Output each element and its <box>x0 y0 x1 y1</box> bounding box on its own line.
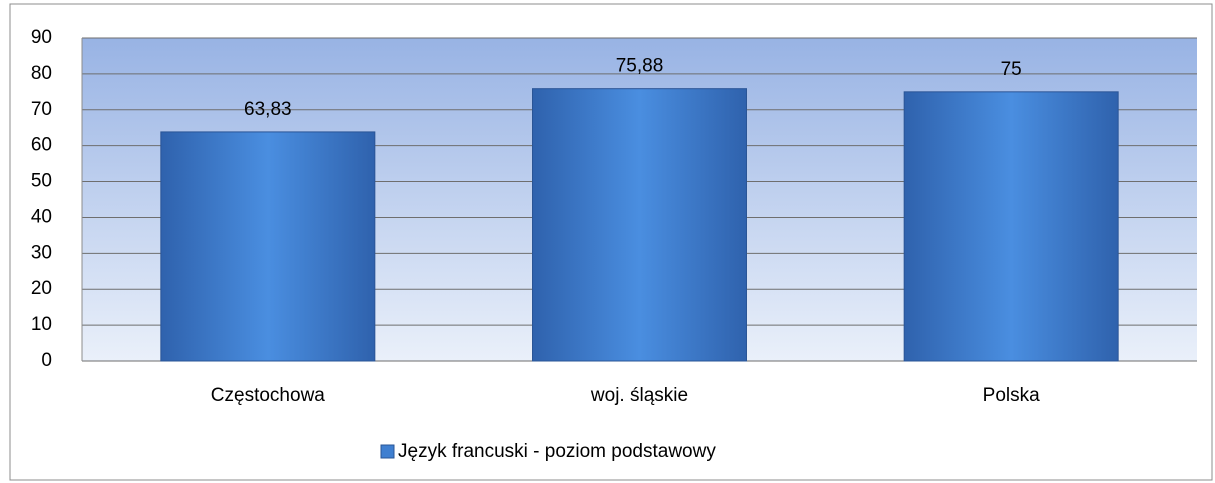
y-tick-label: 80 <box>31 63 52 84</box>
x-tick-label: woj. śląskie <box>590 385 688 406</box>
y-tick-label: 50 <box>31 171 52 192</box>
bar <box>903 91 1119 362</box>
y-tick-label: 20 <box>31 278 52 299</box>
x-tick-label: Częstochowa <box>211 385 325 406</box>
y-tick-label: 30 <box>31 242 52 263</box>
y-tick-label: 70 <box>31 99 52 120</box>
bar <box>532 88 747 362</box>
y-tick-label: 0 <box>41 350 52 371</box>
y-tick-label: 10 <box>31 314 52 335</box>
bar <box>160 131 376 362</box>
x-tick-label: Polska <box>983 385 1040 406</box>
value-label: 75 <box>1001 59 1022 80</box>
legend-marker <box>380 444 395 459</box>
value-label: 75,88 <box>616 56 664 77</box>
legend-label: Język francuski - poziom podstawowy <box>398 441 716 462</box>
y-tick-label: 90 <box>31 27 52 48</box>
y-tick-label: 60 <box>31 135 52 156</box>
y-tick-label: 40 <box>31 206 52 227</box>
value-label: 63,83 <box>244 99 292 120</box>
